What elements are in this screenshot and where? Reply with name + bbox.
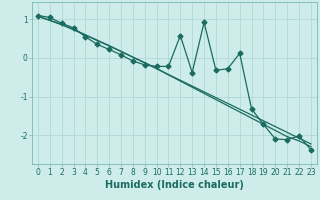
X-axis label: Humidex (Indice chaleur): Humidex (Indice chaleur) <box>105 180 244 190</box>
